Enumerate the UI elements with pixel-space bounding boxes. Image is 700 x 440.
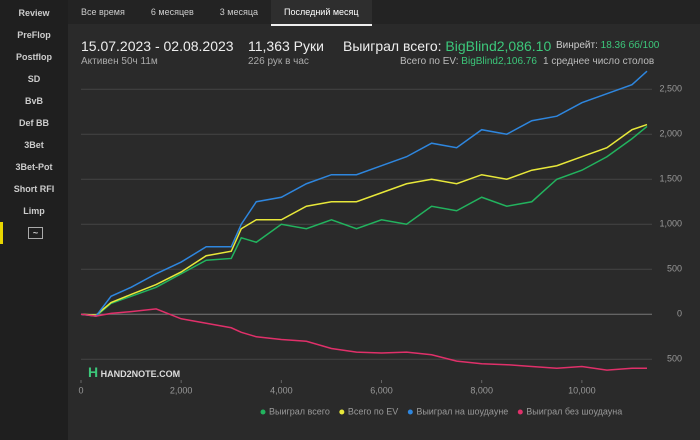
x-tick-label: 2,000 [170,385,193,395]
legend-label: Всего по EV [348,406,398,416]
legend-marker [407,409,413,415]
x-tick-label: 6,000 [370,385,393,395]
chart-icon[interactable]: ~ [0,222,68,244]
sidebar: Review PreFlop Postflop SD BvB Def BB 3Bet 3Bet… [0,0,68,440]
y-tick-label: 0 [677,309,682,319]
legend-label: Выиграл без шоудауна [526,406,622,416]
x-tick-label: 8,000 [470,385,493,395]
won-value: BigBlind2,086.10 [445,38,552,54]
sidebar-item[interactable]: SD [27,74,41,84]
legend-marker [339,409,345,415]
legend-label: Выиграл на шоудауне [416,406,508,416]
sidebar-item[interactable]: 3Bet [24,140,44,150]
legend-marker [517,409,523,415]
sidebar-item[interactable]: Def BB [18,118,49,128]
series-line [80,125,648,317]
sidebar-item[interactable]: Short RFI [13,184,55,194]
legend-marker [260,409,266,415]
x-tick-label: 10,000 [568,385,596,395]
watermark: H HAND2NOTE.COM [88,364,181,380]
x-tick-label: 4,000 [270,385,293,395]
y-tick-label: 2,000 [659,129,682,139]
active: Активен 50ч 11м [81,56,158,67]
winrate-value: 18.36 бб/100 [600,40,660,51]
chart: 500 0 500 1,000 1,500 2,000 2,500 0 2,000 4,000 6,… [78,70,682,416]
hands: 11,363 Руки [248,38,324,54]
legend-label: Выиграл всего [269,406,330,416]
tables: 1 среднее число столов [543,56,655,67]
ev-label: Всего по EV: [400,56,459,67]
won-label: Выиграл всего: [343,38,442,54]
tabs: Все время 6 месяцев 3 месяца Последний меся… [68,0,700,26]
winrate-label: Винрейт: [556,40,598,51]
tab[interactable]: Все время [81,7,125,17]
dates: 15.07.2023 - 02.08.2023 [81,38,234,54]
ev: Всего по EV: BigBlind2,106.76 [400,56,537,67]
tab[interactable]: 3 месяца [219,7,259,17]
watermark-text: HAND2NOTE.COM [100,369,181,379]
winrate: Винрейт: 18.36 бб/100 [556,40,659,51]
y-tick-label: 2,500 [659,84,682,94]
sidebar-item[interactable]: PreFlop [17,30,51,40]
y-tick-label: 1,500 [659,174,682,184]
y-tick-label: 500 [667,354,682,364]
series-line [80,70,648,317]
y-tick-label: 500 [667,264,682,274]
series-line [80,308,647,371]
won: Выиграл всего: BigBlind2,086.10 [343,38,551,54]
series-line [80,123,648,316]
tab[interactable]: 6 месяцев [150,7,194,17]
per-hour: 226 рук в час [248,56,309,67]
ev-value: BigBlind2,106.76 [461,56,537,67]
sidebar-item[interactable]: Postflop [16,52,52,62]
y-tick-label: 1,000 [659,219,682,229]
sidebar-item[interactable]: Limp [23,206,45,216]
sidebar-item[interactable]: BvB [24,96,43,106]
sidebar-item[interactable]: Review [18,8,50,18]
x-tick-label: 0 [78,385,83,395]
sidebar-item[interactable]: 3Bet-Pot [15,162,53,172]
tab[interactable]: Последний месяц [271,0,372,26]
